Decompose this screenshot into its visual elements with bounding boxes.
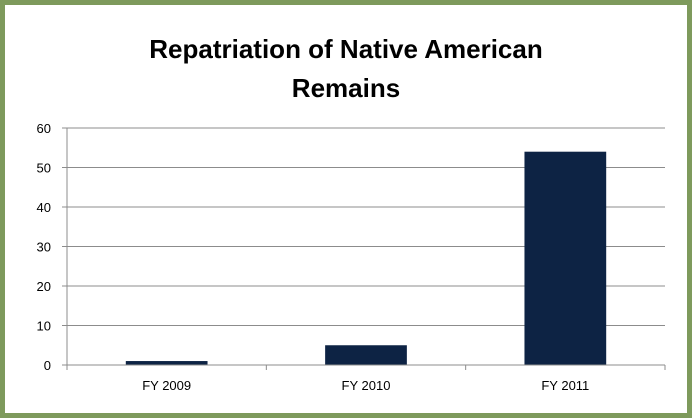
y-tick-label: 40	[37, 200, 51, 215]
y-tick-label: 10	[37, 319, 51, 334]
y-tick-label: 60	[37, 121, 51, 136]
chart-title-line-1: Repatriation of Native American	[149, 34, 542, 64]
y-tick-label: 30	[37, 240, 51, 255]
bar-fy-2011	[524, 151, 607, 365]
chart-title-line-2: Remains	[292, 73, 400, 103]
y-tick-label: 0	[44, 358, 51, 373]
bar-fy-2010	[325, 345, 407, 365]
x-category-label: FY 2010	[342, 378, 391, 393]
x-category-label: FY 2011	[541, 378, 589, 393]
bar-fy-2009	[125, 361, 208, 365]
y-tick-label: 20	[37, 279, 51, 294]
y-tick-label: 50	[37, 161, 51, 176]
x-category-label: FY 2009	[142, 378, 191, 393]
